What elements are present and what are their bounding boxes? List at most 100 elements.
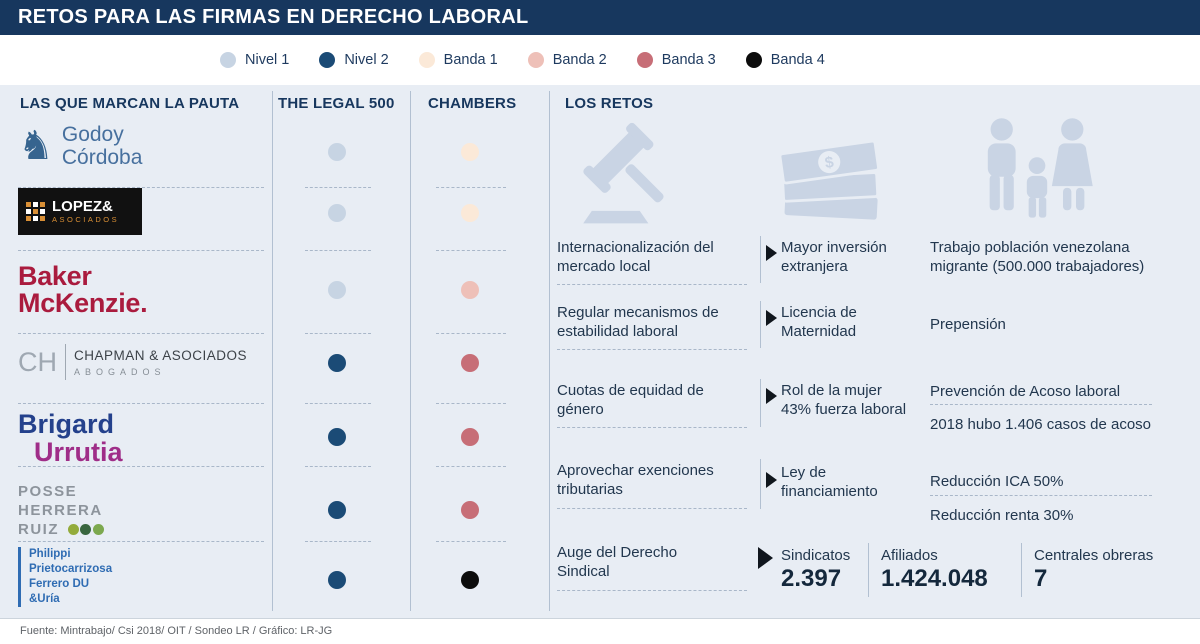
reto-divider-vertical — [760, 379, 761, 427]
row-divider — [436, 333, 506, 334]
reto-5-text: Auge del Derecho Sindical — [557, 544, 678, 581]
arrow-right-icon — [758, 547, 773, 569]
logo-posse-line3: RUIZ — [18, 521, 105, 540]
green-dot-icon — [80, 524, 92, 536]
ranking-dot-legal500 — [328, 143, 346, 161]
ranking-dot-legal500 — [328, 354, 346, 372]
row-divider — [305, 187, 371, 188]
arrow-right-icon — [766, 472, 777, 488]
ranking-dot-legal500 — [328, 428, 346, 446]
reto-3-detail: Prevención de Acoso laboral — [930, 383, 1121, 400]
stat-sindicatos-value: 2.397 — [781, 565, 842, 592]
column-header-legal500: THE LEGAL 500 — [278, 95, 395, 112]
ranking-dot-legal500 — [328, 501, 346, 519]
green-dot-icon — [67, 524, 79, 536]
row-divider — [436, 250, 506, 251]
logo-brigard-line2: Urrutia — [34, 436, 123, 467]
row-divider — [305, 250, 371, 251]
gavel-icon — [583, 122, 664, 224]
reto-4-detail: Reducción ICA 50% — [930, 473, 1064, 490]
reto-1-detail: Trabajo población venezolana migrante (5… — [930, 239, 1145, 276]
logo-baker-mckenzie: Baker McKenzie. — [18, 261, 148, 318]
legend-item-banda-3: Banda 3 — [636, 52, 716, 68]
ranking-dot-chambers — [461, 501, 479, 519]
legend-item-banda-2: Banda 2 — [527, 52, 607, 68]
ranking-dot-chambers — [461, 428, 479, 446]
logo-godoy-cordoba: ♞ Godoy Córdoba — [18, 123, 142, 169]
legend-label: Nivel 2 — [344, 52, 389, 68]
reto-2-detail: Prepensión — [930, 316, 1006, 333]
ranking-dot-chambers — [461, 204, 479, 222]
logo-posse-line1: POSSE — [18, 483, 78, 500]
stat-centrales-value: 7 — [1034, 565, 1048, 592]
logo-posse-herrera-ruiz: POSSE HERRERA RUIZ — [18, 483, 105, 540]
stat-afiliados-label: Afiliados — [881, 547, 938, 564]
ranking-dot-legal500 — [328, 204, 346, 222]
stat-sindicatos-label: Sindicatos — [781, 547, 851, 564]
logo-brigard-line1: Brigard — [18, 409, 115, 439]
ranking-dot-legal500 — [328, 281, 346, 299]
logo-chapman-text: CHAPMAN & ASOCIADOS ABOGADOS — [74, 348, 247, 377]
row-divider — [436, 187, 506, 188]
ranking-dot-chambers — [461, 143, 479, 161]
logo-lopez-asociados: LOPEZ& ASOCIADOS — [18, 188, 142, 235]
legend-label: Banda 1 — [443, 52, 498, 68]
logo-lopez-line2: ASOCIADOS — [52, 215, 120, 225]
logo-posse-line2: HERRERA — [18, 501, 103, 519]
stat-afiliados-value: 1.424.048 — [881, 565, 988, 592]
row-divider — [18, 403, 264, 404]
green-dot-icon — [93, 524, 105, 536]
ranking-dot-chambers — [461, 571, 479, 589]
divider — [65, 344, 66, 380]
footer: Fuente: Mintrabajo/ Csi 2018/ OIT / Sond… — [0, 618, 1200, 644]
logo-philippi-prietocarrizosa: Philippi Prietocarrizosa Ferrero DU &Urí… — [18, 547, 112, 607]
logo-chapman-sub: ABOGADOS — [74, 366, 166, 377]
legend-label: Nivel 1 — [245, 52, 290, 68]
detail-divider — [930, 404, 1152, 405]
svg-text:$: $ — [824, 154, 835, 172]
row-divider — [305, 541, 371, 542]
legend-item-banda-1: Banda 1 — [418, 52, 498, 68]
legend-label: Banda 4 — [770, 52, 825, 68]
reto-3-detail-2: 2018 hubo 1.406 casos de acoso — [930, 416, 1152, 433]
nivel-2-swatch-icon — [319, 52, 336, 68]
banda-1-swatch-icon — [418, 52, 435, 68]
header-bar: RETOS PARA LAS FIRMAS EN DERECHO LABORAL — [0, 0, 1200, 35]
stat-centrales-label: Centrales obreras — [1034, 547, 1154, 564]
source-credit: Fuente: Mintrabajo/ Csi 2018/ OIT / Sond… — [20, 625, 333, 637]
row-divider — [305, 466, 371, 467]
reto-3-text: Cuotas de equidad de género — [557, 382, 704, 419]
logo-chapman-asociados: CH CHAPMAN & ASOCIADOS ABOGADOS — [18, 344, 247, 380]
ranking-dot-chambers — [461, 354, 479, 372]
reto-divider — [557, 508, 747, 509]
banda-4-swatch-icon — [745, 52, 762, 68]
legend-label: Banda 3 — [661, 52, 716, 68]
page-title: RETOS PARA LAS FIRMAS EN DERECHO LABORAL — [18, 6, 529, 28]
reto-2-text: Regular mecanismos de estabilidad labora… — [557, 304, 719, 341]
arrow-right-icon — [766, 388, 777, 404]
chess-knight-icon: ♞ — [18, 124, 54, 169]
column-divider — [549, 91, 550, 611]
column-divider — [272, 91, 273, 611]
grid-squares-icon — [26, 202, 45, 221]
legend-item-nivel-2: Nivel 2 — [319, 52, 389, 68]
reto-1-consequence: Mayor inversión extranjera — [781, 239, 887, 276]
legend-item-banda-4: Banda 4 — [745, 52, 825, 68]
logo-lopez-line1: LOPEZ& — [52, 197, 113, 215]
column-divider — [410, 91, 411, 611]
reto-4-consequence: Ley de financiamiento — [781, 464, 878, 501]
banda-2-swatch-icon — [527, 52, 544, 68]
money-icon: $ — [778, 139, 880, 220]
reto-1-text: Internacionalización del mercado local — [557, 239, 714, 276]
reto-2-consequence: Licencia de Maternidad — [781, 304, 857, 341]
row-divider — [436, 466, 506, 467]
reto-3-consequence: Rol de la mujer 43% fuerza laboral — [781, 382, 907, 419]
reto-divider — [557, 427, 747, 428]
main-panel: LAS QUE MARCAN LA PAUTA THE LEGAL 500 CH… — [0, 85, 1200, 618]
ranking-dot-chambers — [461, 281, 479, 299]
reto-4-detail-2: Reducción renta 30% — [930, 507, 1074, 524]
banda-3-swatch-icon — [636, 52, 653, 68]
logo-godoy-text: Godoy Córdoba — [61, 123, 143, 170]
family-icon — [987, 118, 1093, 218]
logo-chapman-initials: CH — [18, 346, 57, 377]
